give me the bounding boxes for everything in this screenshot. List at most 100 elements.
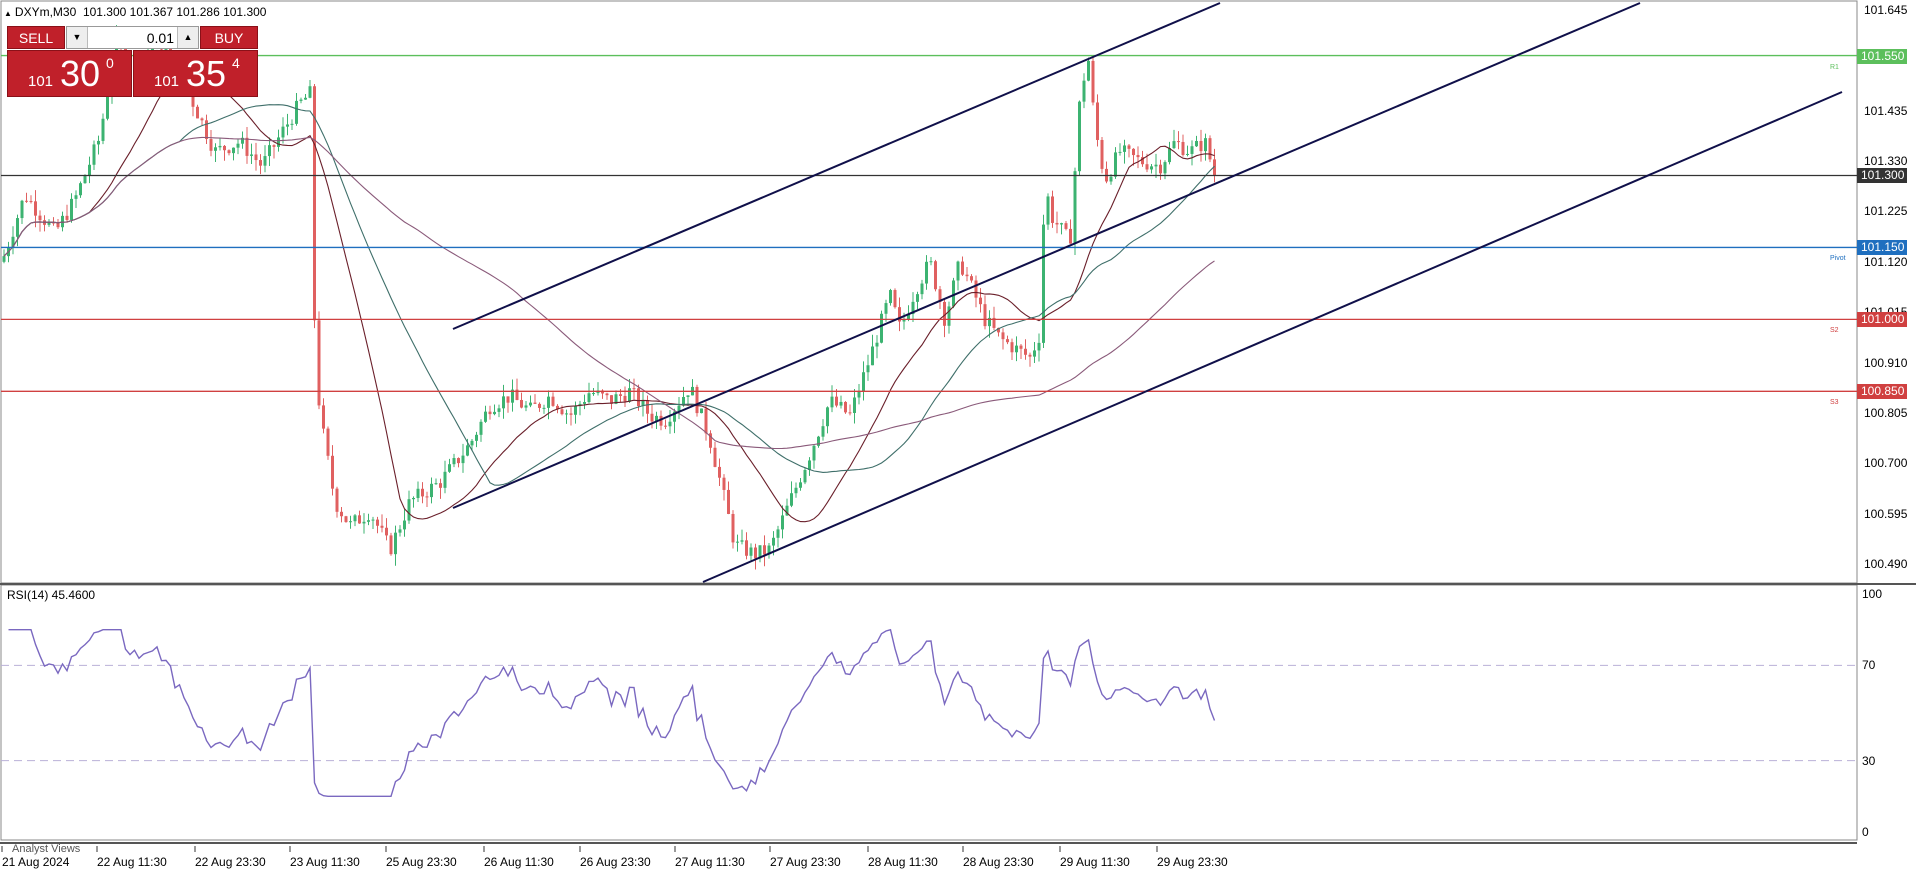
candle-body bbox=[979, 297, 982, 305]
candle-body bbox=[70, 198, 73, 220]
candle-body bbox=[605, 393, 609, 396]
candle-body bbox=[56, 222, 60, 228]
candle-body bbox=[475, 434, 478, 441]
ma-medium-line bbox=[3, 104, 1215, 486]
candle-body bbox=[538, 403, 541, 408]
candle-body bbox=[2, 256, 6, 262]
candle-body bbox=[416, 488, 420, 498]
candle-body bbox=[871, 346, 874, 366]
buy-price-box[interactable]: 101 35 4 bbox=[133, 50, 258, 97]
candle-body bbox=[1006, 339, 1009, 343]
candle-body bbox=[1181, 141, 1185, 155]
candle-body bbox=[1087, 60, 1090, 81]
candle-body bbox=[20, 200, 24, 219]
candle-body bbox=[610, 395, 613, 404]
sell-price-big: 30 bbox=[60, 53, 101, 94]
candle-body bbox=[1213, 159, 1216, 176]
candle-body bbox=[223, 145, 226, 151]
candle-body bbox=[439, 483, 442, 488]
candle-body bbox=[506, 396, 510, 403]
price-axis-label: 100.910 bbox=[1864, 355, 1908, 370]
candle-body bbox=[1123, 145, 1126, 152]
regression-channel bbox=[452, 2, 1843, 583]
candle-body bbox=[997, 327, 1000, 333]
candle-body bbox=[560, 409, 564, 415]
candle-body bbox=[367, 520, 370, 522]
candle-body bbox=[614, 394, 618, 404]
price-axis-label: 100.490 bbox=[1864, 557, 1908, 571]
candle-body bbox=[295, 100, 298, 124]
channel-middle-line bbox=[452, 2, 1641, 509]
candle-body bbox=[623, 395, 627, 402]
candle-body bbox=[335, 488, 339, 512]
candle-body bbox=[326, 428, 330, 456]
candle-body bbox=[835, 396, 838, 406]
time-axis-label: 28 Aug 23:30 bbox=[963, 855, 1034, 869]
candle-body bbox=[808, 460, 811, 470]
candle-body bbox=[209, 139, 213, 151]
candle-body bbox=[524, 405, 528, 408]
candle-body bbox=[947, 306, 951, 326]
quantity-stepper[interactable]: ▼ ▲ bbox=[66, 26, 199, 49]
candle-body bbox=[227, 150, 231, 154]
candle-body bbox=[1127, 145, 1131, 149]
rsi-line bbox=[8, 628, 1216, 797]
candle-body bbox=[731, 513, 735, 543]
candle-body bbox=[1051, 196, 1054, 223]
candle-body bbox=[38, 215, 42, 221]
ma-fast-line bbox=[3, 64, 1215, 523]
analyst-views-label[interactable]: Analyst Views bbox=[12, 843, 81, 855]
candle-body bbox=[412, 497, 415, 500]
candle-body bbox=[830, 396, 834, 408]
candle-body bbox=[52, 222, 55, 224]
candle-body bbox=[263, 156, 267, 166]
candle-body bbox=[974, 280, 978, 298]
price-axis-label: 100.805 bbox=[1864, 405, 1908, 420]
time-axis-label: 22 Aug 11:30 bbox=[97, 855, 167, 869]
candle-body bbox=[794, 487, 798, 494]
buy-button[interactable]: BUY bbox=[200, 26, 258, 49]
collapse-triangle-icon[interactable]: ▲ bbox=[4, 9, 12, 18]
candle-body bbox=[826, 407, 829, 427]
sell-button[interactable]: SELL bbox=[7, 26, 65, 49]
candle-body bbox=[1145, 164, 1149, 170]
sell-price-box[interactable]: 101 30 0 bbox=[7, 50, 132, 97]
increase-arrow-icon[interactable]: ▲ bbox=[177, 27, 198, 48]
candle-body bbox=[434, 483, 438, 485]
buy-price-big: 35 bbox=[186, 53, 227, 94]
candle-body bbox=[389, 535, 393, 555]
candle-body bbox=[1177, 141, 1180, 143]
candle-body bbox=[911, 301, 915, 315]
candle-body bbox=[574, 405, 577, 415]
time-axis-label: 23 Aug 11:30 bbox=[290, 855, 360, 869]
candle-body bbox=[1010, 342, 1014, 353]
candle-body bbox=[97, 140, 100, 145]
candle-body bbox=[767, 545, 771, 555]
candle-body bbox=[551, 396, 555, 406]
candle-body bbox=[497, 408, 501, 412]
decrease-arrow-icon[interactable]: ▼ bbox=[67, 27, 88, 48]
candle-body bbox=[740, 540, 744, 542]
level-price-tag: 101.300 bbox=[1857, 168, 1907, 184]
level-name-tag: S2 bbox=[1830, 327, 1839, 335]
candle-body bbox=[371, 519, 375, 521]
price-axis-label: 101.225 bbox=[1864, 204, 1908, 219]
ohlc-readout: 101.300 101.367 101.286 101.300 bbox=[82, 5, 267, 19]
candle-body bbox=[844, 401, 847, 413]
candle-body bbox=[425, 496, 429, 498]
candle-body bbox=[1163, 162, 1167, 174]
candlesticks bbox=[2, 25, 1216, 570]
candle-body bbox=[277, 137, 280, 147]
candle-body bbox=[74, 195, 78, 199]
candle-body bbox=[1001, 332, 1005, 340]
candle-body bbox=[929, 261, 933, 263]
time-axis-label: 28 Aug 11:30 bbox=[868, 855, 938, 869]
candle-body bbox=[79, 183, 82, 196]
one-click-trading-panel: SELL ▼ ▲ BUY 101 30 0 101 35 4 bbox=[7, 26, 258, 97]
quantity-input[interactable] bbox=[89, 28, 174, 47]
rsi-axis-label: 100 bbox=[1862, 587, 1883, 601]
candle-body bbox=[362, 521, 366, 524]
candle-body bbox=[961, 261, 964, 275]
candle-body bbox=[358, 515, 361, 524]
